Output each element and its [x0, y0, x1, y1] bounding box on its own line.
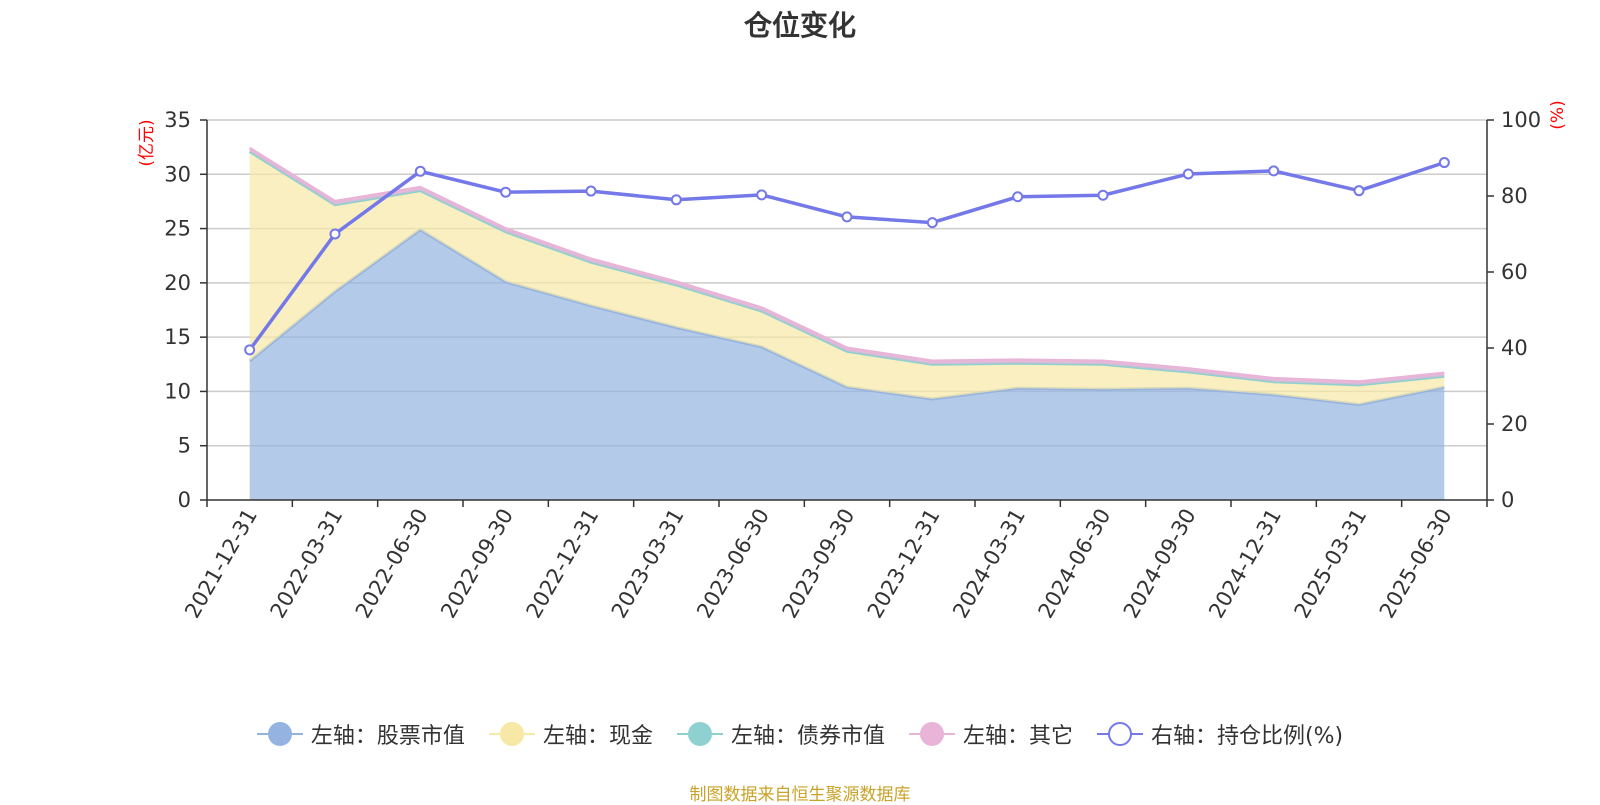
x-axis-tick-label: 2023-06-30: [692, 505, 774, 623]
right-axis-unit: (%): [1548, 100, 1568, 129]
ratio-point: [500, 186, 512, 198]
legend-swatch-icon: [256, 720, 303, 748]
left-axis-tick-label: 15: [164, 325, 191, 349]
x-axis-tick-label: 2025-06-30: [1375, 505, 1457, 623]
ratio-point: [1012, 191, 1024, 203]
x-axis-tick-label: 2022-09-30: [436, 505, 518, 623]
left-axis-tick-label: 20: [164, 271, 191, 295]
x-axis-tick-label: 2022-12-31: [522, 505, 604, 623]
chart-title: 仓位变化: [743, 9, 856, 42]
right-axis-tick-label: 60: [1501, 260, 1528, 284]
legend-swatch-icon: [908, 720, 955, 748]
legend-label: 左轴：现金: [542, 724, 653, 749]
ratio-point: [1182, 168, 1194, 180]
x-axis-tick-label: 2024-06-30: [1034, 505, 1116, 623]
x-axis-tick-label: 2022-06-30: [351, 505, 433, 623]
ratio-point: [329, 228, 341, 240]
left-axis-tick-label: 0: [178, 488, 191, 512]
legend-swatch-icon: [676, 720, 723, 748]
left-axis-unit: (亿元): [137, 119, 157, 166]
right-axis-tick-label: 100: [1501, 108, 1541, 132]
legend-swatch-icon: [1096, 720, 1143, 748]
right-axis-tick-label: 20: [1501, 412, 1528, 436]
legend-label: 右轴：持仓比例(%): [1150, 724, 1344, 749]
legend-item[interactable]: 左轴：其它: [908, 718, 1073, 750]
legend-item[interactable]: 左轴：股票市值: [256, 718, 465, 750]
left-axis-tick-label: 5: [178, 434, 191, 458]
area-edge-3: [248, 146, 1445, 384]
left-axis-tick-label: 30: [164, 162, 191, 186]
ratio-point: [414, 165, 426, 177]
area-0: [249, 229, 1445, 500]
legend-item[interactable]: 右轴：持仓比例(%): [1096, 718, 1344, 750]
x-axis-tick-label: 2023-12-31: [863, 504, 945, 622]
ratio-point: [1268, 165, 1280, 177]
legend-label: 左轴：债券市值: [730, 724, 885, 749]
line-series: [244, 157, 1450, 356]
left-axis-tick-label: 10: [164, 379, 191, 403]
right-axis-tick-label: 40: [1501, 336, 1528, 360]
ratio-point: [926, 217, 938, 229]
legend-label: 左轴：其它: [962, 724, 1073, 749]
x-axis-tick-label: 2023-09-30: [778, 505, 860, 623]
ratio-point: [1353, 185, 1365, 197]
legend: 左轴：股票市值 左轴：现金 左轴：债券市值 左轴：其它 右轴：持仓比例(%): [0, 718, 1600, 750]
legend-item[interactable]: 左轴：现金: [488, 718, 653, 750]
x-axis-tick-label: 2025-03-31: [1290, 505, 1372, 623]
x-axis-tick-label: 2023-03-31: [607, 505, 689, 623]
x-axis-tick-label: 2022-03-31: [266, 505, 348, 623]
ratio-point: [756, 189, 768, 201]
right-axis-tick-label: 0: [1501, 488, 1514, 512]
left-axis-tick-label: 25: [164, 217, 191, 241]
area-series: [248, 146, 1445, 500]
ratio-point: [585, 185, 597, 197]
x-axis-tick-label: 2024-03-31: [948, 505, 1030, 623]
legend-item[interactable]: 左轴：债券市值: [676, 718, 885, 750]
ratio-point: [244, 344, 256, 356]
ratio-point: [670, 194, 682, 206]
x-axis-tick-label: 2024-09-30: [1119, 505, 1201, 623]
ratio-point: [1438, 157, 1450, 169]
source-note: 制图数据来自恒生聚源数据库: [689, 785, 911, 805]
legend-label: 左轴：股票市值: [310, 724, 465, 749]
right-axis-tick-label: 80: [1501, 184, 1528, 208]
x-axis-tick-label: 2024-12-31: [1204, 505, 1286, 623]
ratio-point: [841, 211, 853, 223]
x-axis-tick-label: 2021-12-31: [180, 505, 262, 623]
area-1: [249, 151, 1445, 405]
ratio-point: [1097, 189, 1109, 201]
left-axis-tick-label: 35: [164, 108, 191, 132]
legend-swatch-icon: [488, 720, 535, 748]
